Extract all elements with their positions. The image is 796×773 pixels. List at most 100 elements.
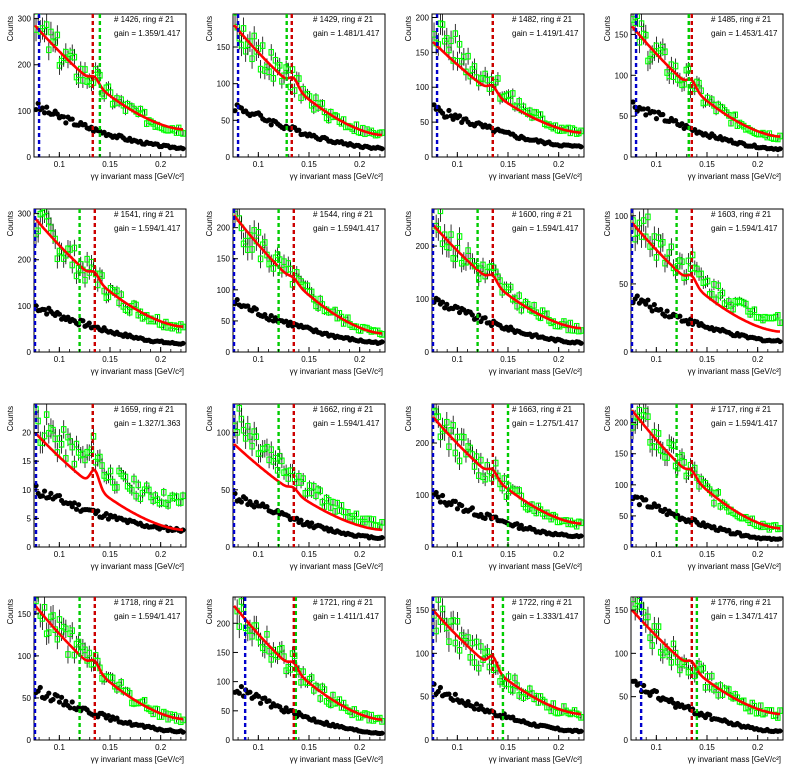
x-tick-label: 0.2: [155, 743, 167, 752]
panel-gain-label: gain = 1.594/1.417: [313, 224, 380, 233]
y-axis-label: Counts: [205, 211, 214, 236]
signal-point: [180, 492, 186, 500]
background-point: [69, 699, 75, 705]
y-tick-label: 200: [615, 419, 629, 428]
background-point: [653, 688, 660, 695]
signal-point: [131, 475, 137, 483]
background-point: [450, 697, 456, 703]
background-point: [707, 712, 713, 718]
signal-point: [432, 199, 436, 205]
background-point: [437, 499, 444, 505]
background-point: [247, 689, 253, 695]
chart-panel: 0 50 100 150 0.1 0.15 0.2 # 1722, ring # 21 gain…: [404, 596, 585, 764]
background-point: [777, 728, 783, 734]
background-point: [54, 693, 60, 699]
background-point: [234, 297, 240, 303]
x-tick-label: 0.2: [553, 160, 565, 169]
signal-point: [730, 305, 736, 313]
signal-point: [71, 651, 78, 659]
signal-point: [715, 488, 721, 496]
x-tick-label: 0.15: [500, 550, 516, 559]
signal-point: [296, 75, 302, 82]
signal-point: [95, 281, 101, 289]
x-tick-label: 0.2: [354, 550, 366, 559]
signal-point: [463, 68, 469, 76]
signal-point: [452, 449, 459, 457]
signal-point: [448, 231, 454, 238]
background-point: [685, 321, 691, 327]
panel-gain-label: gain = 1.594/1.417: [313, 419, 380, 428]
plot-area: [432, 404, 584, 540]
x-tick-label: 0.2: [354, 743, 366, 752]
background-point: [454, 506, 461, 512]
y-tick-label: 200: [416, 242, 430, 251]
signal-point: [456, 40, 463, 48]
signal-point: [507, 283, 514, 291]
signal-point: [435, 413, 442, 421]
y-tick-label: 0: [425, 348, 430, 357]
signal-point: [478, 643, 484, 650]
background-point: [777, 338, 783, 345]
signal-point: [495, 75, 501, 82]
y-tick-label: 50: [221, 707, 230, 716]
background-point: [58, 694, 65, 700]
background-point: [645, 297, 651, 303]
signal-point: [640, 217, 647, 224]
background-point: [105, 712, 112, 719]
signal-point: [497, 277, 503, 284]
y-tick-label: 100: [416, 83, 430, 92]
background-point: [662, 506, 668, 512]
background-point: [73, 506, 80, 512]
signal-point: [60, 426, 67, 433]
background-point: [673, 704, 679, 710]
signal-point: [330, 691, 336, 699]
signal-point: [653, 254, 660, 261]
signal-point: [467, 654, 473, 661]
background-point: [662, 313, 668, 319]
y-tick-label: 0: [425, 153, 430, 162]
background-point: [287, 319, 293, 325]
background-point: [63, 698, 69, 704]
fit-curve: [233, 214, 382, 335]
background-point: [298, 517, 304, 523]
x-tick-label: 0.1: [253, 743, 265, 752]
signal-point: [478, 456, 484, 464]
background-point: [41, 307, 48, 313]
x-tick-label: 0.1: [651, 743, 663, 752]
signal-point: [544, 310, 550, 318]
background-point: [41, 110, 48, 116]
signal-point: [268, 446, 274, 453]
chart-panel: 0 50 100 150 0.1 0.15 0.2 # 1718, ring # 21 gain…: [6, 596, 187, 764]
panel-info-label: # 1721, ring # 21: [313, 598, 374, 607]
background-point: [86, 320, 92, 326]
signal-point: [249, 246, 255, 253]
y-tick-label: 50: [420, 118, 429, 127]
background-point: [578, 340, 584, 346]
x-tick-label: 0.15: [301, 355, 317, 364]
y-axis-label: Counts: [404, 599, 413, 624]
background-point: [482, 315, 488, 321]
signal-point: [321, 686, 328, 693]
y-tick-label: 150: [615, 30, 629, 39]
y-tick-label: 200: [217, 619, 231, 628]
y-tick-label: 100: [217, 678, 231, 687]
signal-point: [304, 282, 311, 290]
signal-point: [456, 646, 463, 654]
y-axis-label: Counts: [603, 406, 612, 431]
x-axis-label: γγ invariant mass [GeV/c²]: [688, 562, 781, 571]
background-point: [262, 311, 268, 318]
background-point: [450, 116, 456, 122]
y-tick-label: 0: [624, 348, 629, 357]
y-tick-label: 200: [18, 61, 32, 70]
chart-panel: 0 50 100 0.1 0.15 0.2 # 1662, ring # 21 gain = …: [205, 403, 386, 571]
x-axis-label: γγ invariant mass [GeV/c²]: [290, 367, 383, 376]
signal-point: [82, 66, 88, 73]
signal-point: [456, 457, 463, 465]
signal-point: [270, 75, 277, 82]
signal-point: [670, 640, 677, 648]
signal-point: [698, 270, 704, 278]
background-point: [655, 503, 662, 509]
signal-point: [668, 658, 675, 666]
x-tick-label: 0.15: [699, 160, 715, 169]
plot-area: [432, 597, 584, 735]
